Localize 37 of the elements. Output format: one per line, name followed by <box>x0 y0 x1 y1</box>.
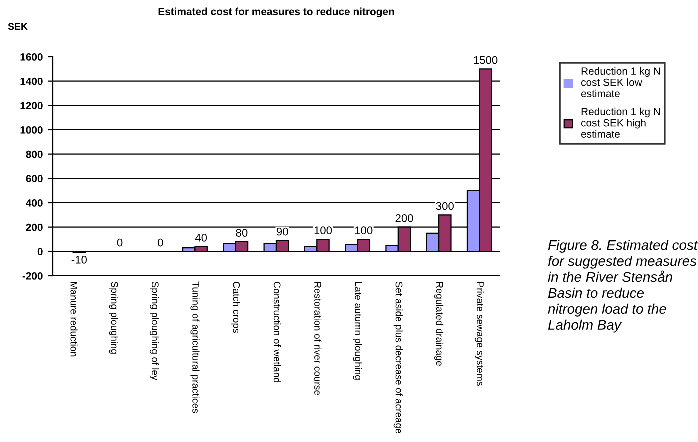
x-tick-label: Regulated drainage <box>434 282 444 366</box>
x-tick-label: Set aside plus decrease of acreage <box>394 282 403 434</box>
x-tick-label: Spring ploughing of ley <box>150 282 160 380</box>
y-tick-label: 1400 <box>20 78 43 86</box>
y-tick-label: 1600 <box>20 54 43 61</box>
y-axis-title: SEK <box>8 23 28 30</box>
x-tick-label: Private sewage systems <box>475 282 484 386</box>
x-tick-label: Restoration of river course <box>314 282 322 396</box>
legend-label: Reduction 1 kg N cost SEK high estimate <box>581 108 660 138</box>
y-tick-label: 200 <box>26 224 43 232</box>
caption: Figure 8. Estimated cost for suggested measures in the River Stensån Basin to reduce nitrogen load to the Laholm Bay <box>548 240 698 333</box>
data-label: 40 <box>195 234 208 242</box>
y-tick-label: 600 <box>26 175 43 183</box>
y-tick-label: 0 <box>38 248 43 256</box>
y-tick-label: 1000 <box>20 126 43 134</box>
data-label: 80 <box>236 229 248 237</box>
data-label: 0 <box>158 238 164 247</box>
legend-label: Reduction 1 kg N cost SEK low estimate <box>581 67 660 98</box>
data-label: -10 <box>72 256 88 264</box>
y-tick-label: 1200 <box>20 102 43 110</box>
chart-title: Estimated cost for measures to reduce nitrogen <box>158 8 394 18</box>
data-label: 200 <box>396 214 414 222</box>
x-tick-label: Late autumn ploughing <box>353 282 362 380</box>
y-tick-label: 800 <box>26 150 43 158</box>
data-label: 300 <box>436 202 454 210</box>
data-label: 100 <box>314 226 332 235</box>
y-tick-label: -200 <box>22 272 43 280</box>
x-tick-label: Construction of wetland <box>274 282 282 383</box>
data-label: 0 <box>117 238 123 247</box>
x-tick-label: Tuning of agricultural practices <box>190 282 200 414</box>
y-tick-label: 400 <box>26 200 43 207</box>
x-tick-label: Manure reduction <box>70 282 78 357</box>
data-label: 90 <box>276 228 288 236</box>
data-label: 1500 <box>474 56 498 64</box>
x-tick-label: Spring ploughing <box>109 282 118 354</box>
data-label: 100 <box>355 226 373 235</box>
x-tick-label: Catch crops <box>231 282 240 334</box>
